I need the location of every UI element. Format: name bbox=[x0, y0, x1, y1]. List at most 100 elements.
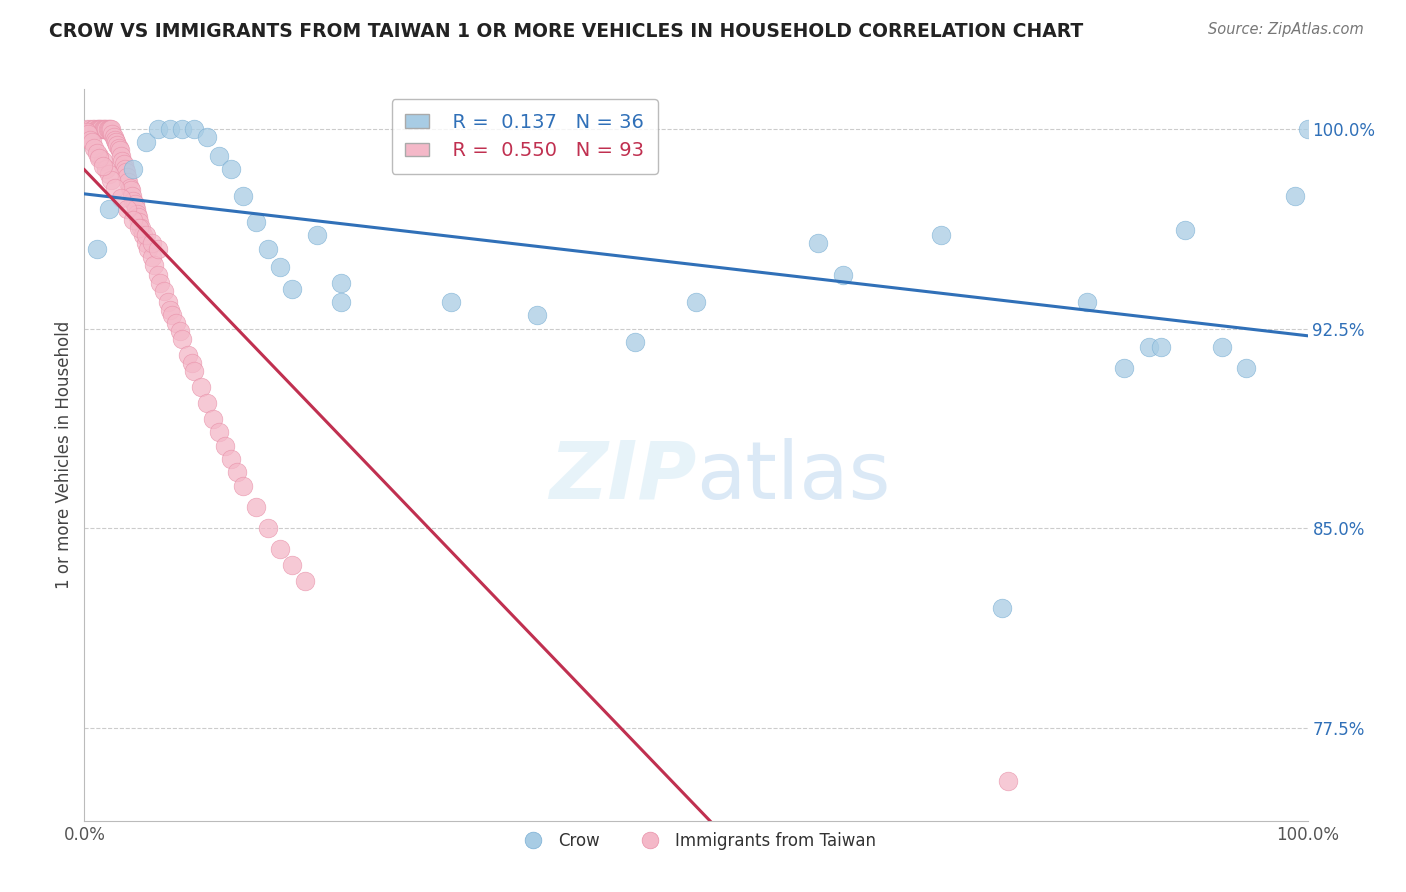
Point bbox=[97, 167, 120, 181]
Point bbox=[190, 380, 212, 394]
Point bbox=[831, 268, 853, 283]
Point bbox=[997, 773, 1019, 788]
Point bbox=[110, 149, 132, 163]
Point bbox=[149, 277, 172, 291]
Point bbox=[141, 236, 163, 251]
Point bbox=[135, 236, 157, 251]
Point bbox=[122, 212, 145, 227]
Point bbox=[1114, 361, 1136, 376]
Point bbox=[146, 122, 169, 136]
Point bbox=[83, 141, 105, 155]
Point bbox=[104, 133, 127, 147]
Point bbox=[107, 141, 129, 155]
Point bbox=[111, 154, 134, 169]
Point bbox=[87, 122, 110, 136]
Legend: Crow, Immigrants from Taiwan: Crow, Immigrants from Taiwan bbox=[509, 825, 883, 856]
Point bbox=[624, 334, 647, 349]
Point bbox=[214, 439, 236, 453]
Point bbox=[146, 268, 169, 283]
Point bbox=[257, 242, 280, 256]
Point bbox=[129, 220, 152, 235]
Point bbox=[86, 242, 108, 256]
Point bbox=[76, 122, 98, 136]
Point bbox=[195, 130, 218, 145]
Point bbox=[115, 169, 138, 184]
Point bbox=[208, 425, 231, 440]
Point bbox=[86, 122, 108, 136]
Point bbox=[124, 196, 146, 211]
Point bbox=[1174, 223, 1197, 237]
Point bbox=[245, 215, 267, 229]
Point bbox=[183, 364, 205, 378]
Point bbox=[96, 122, 118, 136]
Point bbox=[108, 144, 131, 158]
Point bbox=[159, 302, 181, 317]
Point bbox=[294, 574, 316, 589]
Point bbox=[87, 122, 110, 136]
Point bbox=[76, 125, 98, 139]
Point bbox=[118, 180, 141, 194]
Point bbox=[91, 159, 114, 173]
Point bbox=[226, 465, 249, 479]
Point bbox=[114, 161, 136, 176]
Point bbox=[685, 295, 707, 310]
Point bbox=[232, 478, 254, 492]
Point bbox=[93, 122, 115, 136]
Point bbox=[120, 183, 142, 197]
Point bbox=[132, 228, 155, 243]
Text: ZIP: ZIP bbox=[548, 438, 696, 516]
Point bbox=[110, 191, 132, 205]
Point bbox=[269, 542, 291, 557]
Point bbox=[1236, 361, 1258, 376]
Point bbox=[103, 130, 125, 145]
Point bbox=[991, 600, 1014, 615]
Point bbox=[153, 285, 176, 299]
Point bbox=[125, 202, 148, 216]
Point bbox=[183, 122, 205, 136]
Point bbox=[201, 412, 224, 426]
Point bbox=[159, 122, 181, 136]
Point bbox=[141, 250, 163, 264]
Point bbox=[90, 122, 112, 136]
Point bbox=[1137, 340, 1160, 354]
Point bbox=[86, 146, 108, 161]
Point bbox=[807, 236, 830, 251]
Point bbox=[115, 202, 138, 216]
Point bbox=[98, 122, 121, 136]
Point bbox=[121, 188, 143, 202]
Point bbox=[1296, 122, 1319, 136]
Point bbox=[100, 122, 122, 136]
Point bbox=[135, 228, 157, 243]
Point bbox=[281, 558, 304, 573]
Point bbox=[94, 122, 117, 136]
Point bbox=[305, 228, 328, 243]
Point bbox=[122, 194, 145, 208]
Point bbox=[440, 295, 463, 310]
Point bbox=[281, 282, 304, 296]
Point bbox=[96, 161, 118, 176]
Point bbox=[97, 202, 120, 216]
Point bbox=[169, 324, 191, 338]
Y-axis label: 1 or more Vehicles in Household: 1 or more Vehicles in Household bbox=[55, 321, 73, 589]
Point bbox=[112, 156, 135, 170]
Point bbox=[526, 308, 548, 322]
Point bbox=[79, 122, 101, 136]
Point bbox=[125, 207, 148, 221]
Point bbox=[245, 500, 267, 514]
Point bbox=[208, 149, 231, 163]
Point bbox=[87, 152, 110, 166]
Point bbox=[127, 210, 149, 224]
Point bbox=[330, 295, 353, 310]
Point bbox=[330, 277, 353, 291]
Text: atlas: atlas bbox=[696, 438, 890, 516]
Point bbox=[1150, 340, 1173, 354]
Point bbox=[97, 122, 120, 136]
Point bbox=[156, 295, 179, 310]
Point bbox=[136, 242, 159, 256]
Text: Source: ZipAtlas.com: Source: ZipAtlas.com bbox=[1208, 22, 1364, 37]
Point bbox=[101, 128, 124, 142]
Point bbox=[122, 161, 145, 176]
Point bbox=[172, 122, 194, 136]
Point bbox=[135, 136, 157, 150]
Point bbox=[269, 260, 291, 275]
